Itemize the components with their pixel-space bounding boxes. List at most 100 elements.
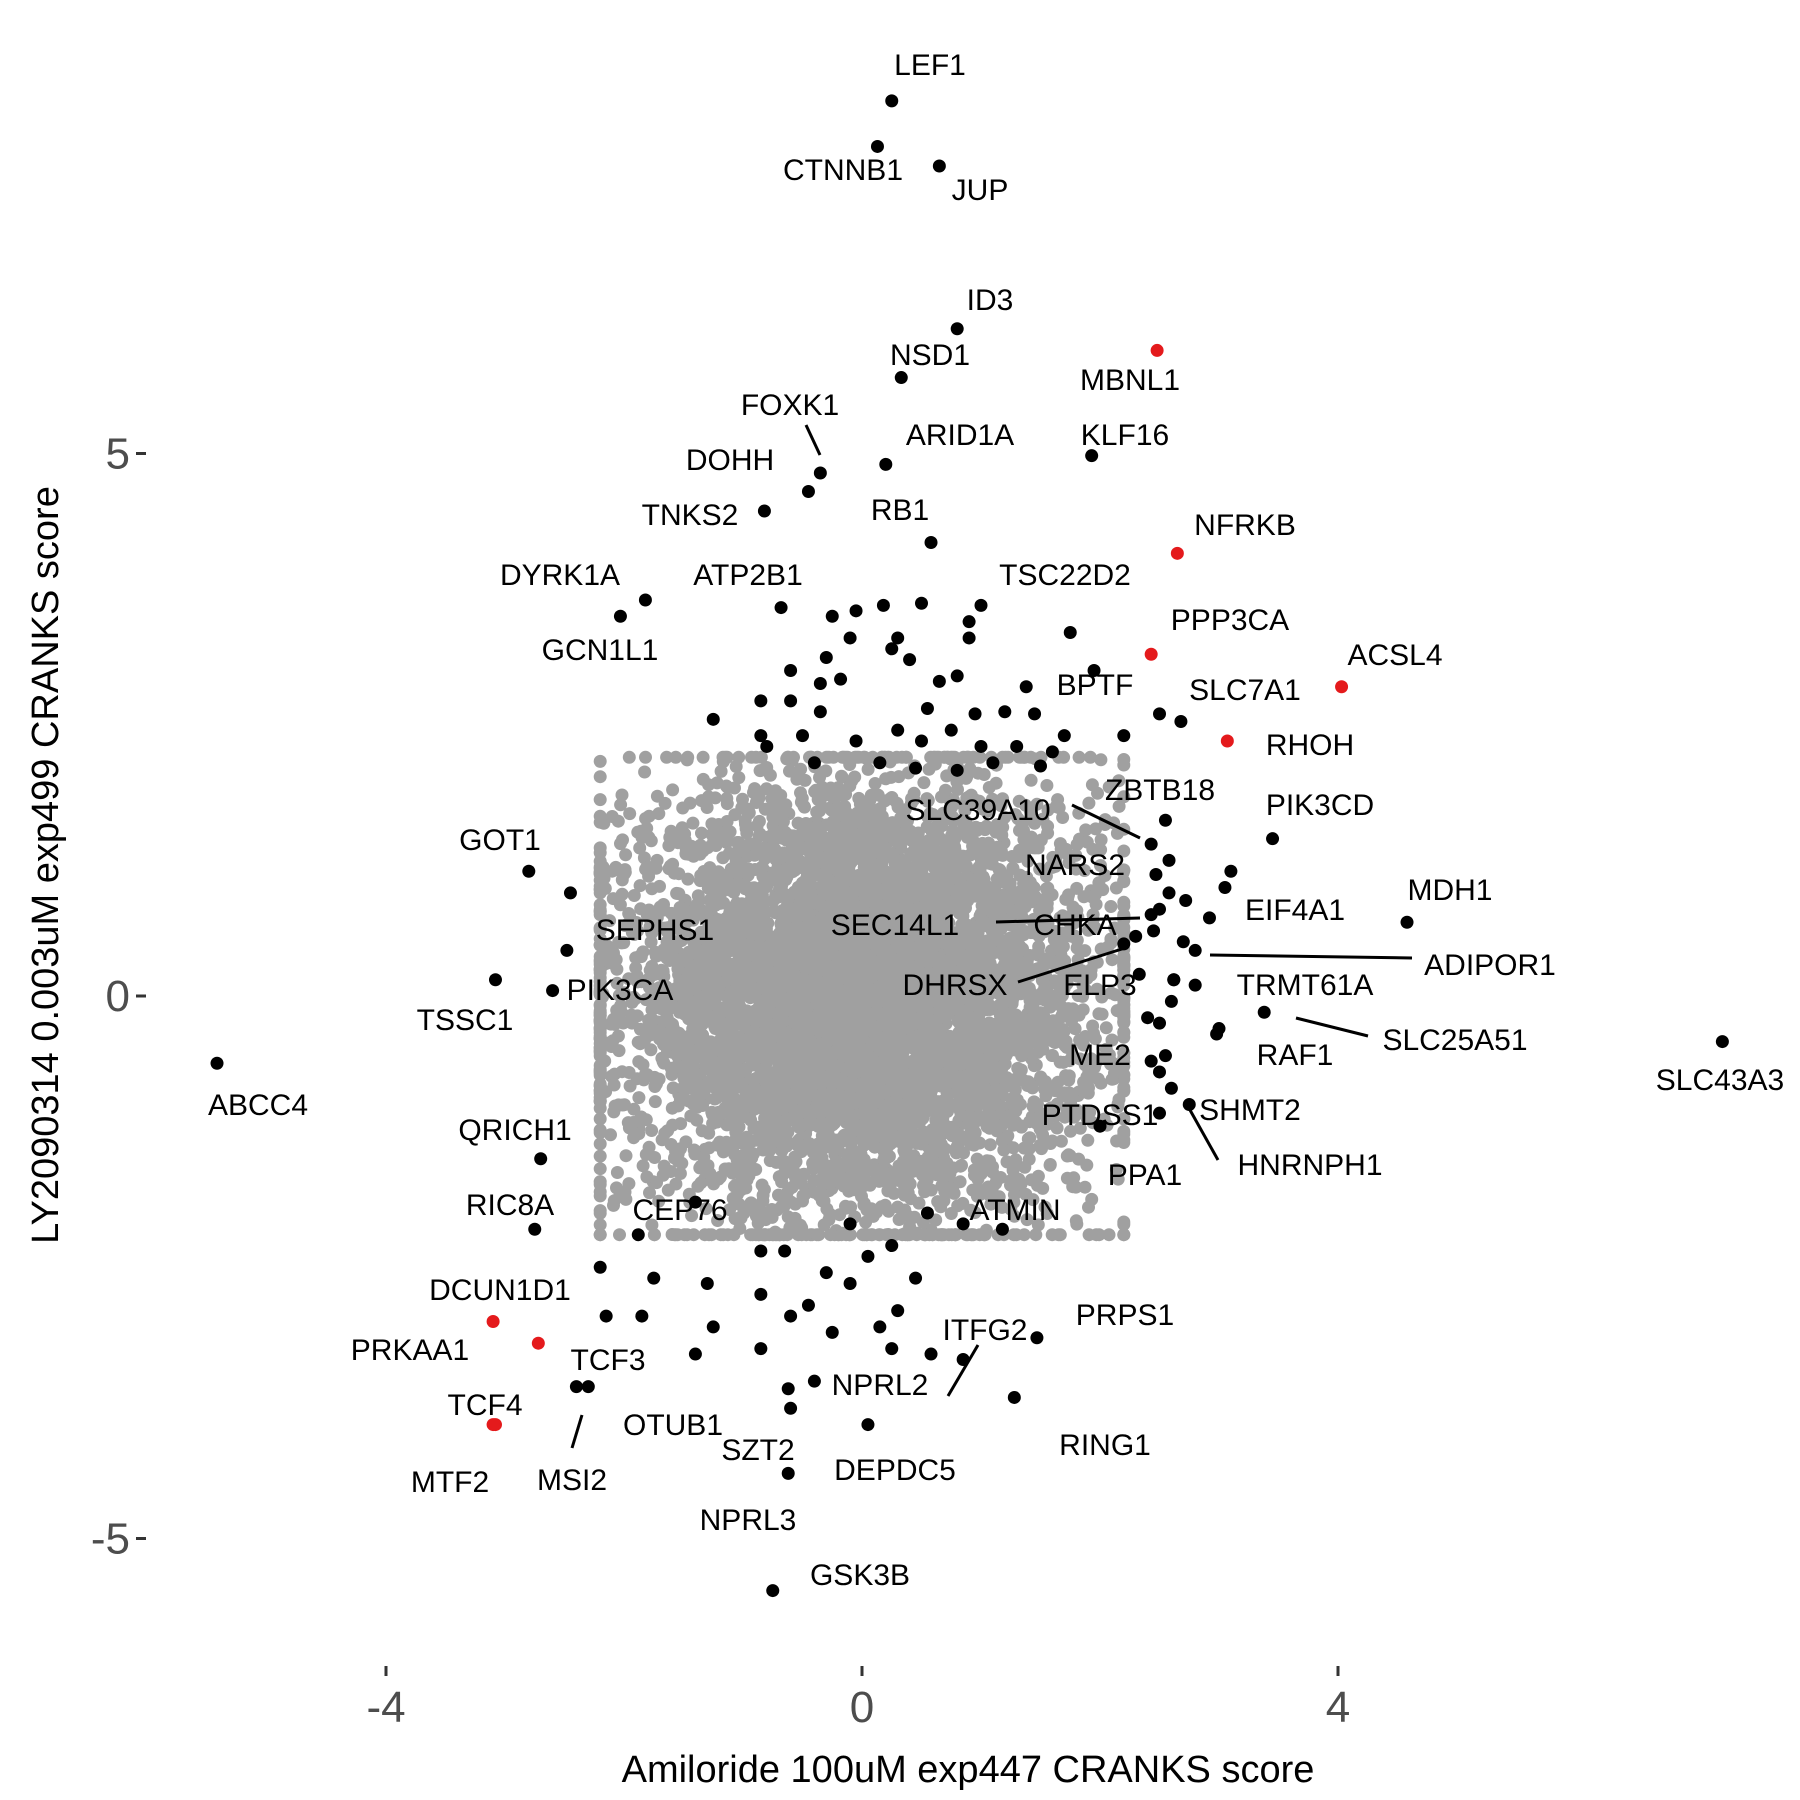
background-point — [629, 961, 643, 975]
background-point — [868, 777, 882, 790]
background-point — [1105, 1033, 1119, 1047]
background-point — [648, 1095, 662, 1109]
background-point — [917, 776, 931, 790]
background-point — [1089, 822, 1103, 836]
background-point — [820, 750, 833, 764]
background-point — [686, 816, 700, 830]
background-point — [819, 764, 833, 778]
background-point — [615, 788, 629, 802]
background-point — [639, 750, 652, 764]
background-point — [961, 750, 975, 764]
background-point — [647, 1228, 661, 1242]
background-point — [912, 1196, 926, 1210]
background-point — [610, 1181, 623, 1195]
background-point — [616, 1016, 630, 1030]
background-point — [593, 1175, 607, 1189]
background-point — [1021, 1132, 1035, 1146]
background-point — [614, 798, 628, 812]
background-point — [982, 781, 996, 794]
background-point — [1024, 773, 1038, 787]
background-point — [593, 1206, 607, 1220]
background-point — [839, 787, 853, 801]
background-point — [622, 1177, 636, 1191]
background-point — [1069, 1214, 1083, 1228]
background-point — [714, 764, 728, 778]
background-point — [632, 1091, 646, 1105]
background-point — [687, 1143, 701, 1157]
background-point — [1020, 955, 1034, 969]
background-point — [895, 750, 909, 764]
background-point — [669, 750, 683, 764]
background-point — [728, 1212, 742, 1226]
background-point — [790, 772, 804, 786]
background-point — [720, 792, 734, 805]
background-point — [1095, 1007, 1109, 1021]
background-point — [843, 1110, 857, 1124]
background-point — [593, 815, 607, 829]
background-point — [593, 1218, 607, 1232]
background-point — [623, 1079, 637, 1093]
background-point — [1073, 1121, 1087, 1135]
background-point — [633, 879, 647, 893]
background-point — [860, 1228, 874, 1242]
background-point — [798, 1187, 812, 1201]
background-point — [1072, 750, 1086, 764]
background-point — [1083, 750, 1097, 764]
background-point — [1078, 864, 1091, 877]
background-point — [632, 1055, 646, 1069]
background-point — [924, 1183, 938, 1197]
background-point — [1094, 753, 1108, 767]
background-point — [611, 1029, 625, 1043]
background-point — [1029, 1228, 1043, 1242]
background-point — [1094, 833, 1108, 847]
background-point — [1068, 1022, 1082, 1036]
background-point — [593, 1162, 607, 1176]
background-point — [1040, 779, 1054, 792]
background-point — [1102, 1228, 1116, 1242]
background-point — [955, 1158, 968, 1172]
background-point — [718, 1162, 732, 1176]
background-point — [636, 1159, 650, 1173]
background-point — [729, 760, 743, 773]
background-point — [996, 942, 1010, 956]
background-point — [638, 765, 652, 779]
background-point — [671, 1147, 685, 1161]
background-point — [640, 821, 654, 835]
background-point — [1099, 1021, 1113, 1035]
background-point — [1117, 895, 1131, 909]
background-point — [711, 1214, 725, 1227]
background-point — [1078, 1180, 1092, 1194]
background-point — [611, 814, 625, 828]
background-point — [1081, 1133, 1095, 1147]
background-point — [627, 889, 641, 902]
background-point — [1080, 835, 1094, 849]
background-point — [787, 750, 800, 764]
background-point — [732, 771, 746, 785]
background-point — [612, 1044, 626, 1058]
background-point — [607, 1198, 620, 1212]
background-point — [1112, 774, 1126, 788]
background-points — [593, 750, 1131, 1242]
background-point — [1091, 1072, 1105, 1086]
background-point — [694, 1176, 708, 1190]
background-point — [1054, 1134, 1068, 1148]
background-point — [1091, 786, 1104, 800]
background-point — [613, 1228, 626, 1242]
background-point — [695, 826, 708, 840]
background-point — [593, 1112, 607, 1126]
background-point — [1094, 859, 1107, 872]
background-point — [879, 772, 893, 786]
background-point — [593, 955, 607, 969]
background-point — [673, 1167, 687, 1180]
background-point — [650, 789, 664, 803]
background-point — [1009, 1115, 1023, 1129]
background-point — [1057, 750, 1071, 764]
background-point — [593, 754, 607, 768]
background-point — [1050, 1121, 1064, 1135]
background-point — [610, 1166, 624, 1179]
background-point — [674, 1117, 688, 1131]
background-point — [1117, 844, 1131, 858]
background-point — [666, 783, 680, 797]
background-point — [619, 1149, 633, 1163]
